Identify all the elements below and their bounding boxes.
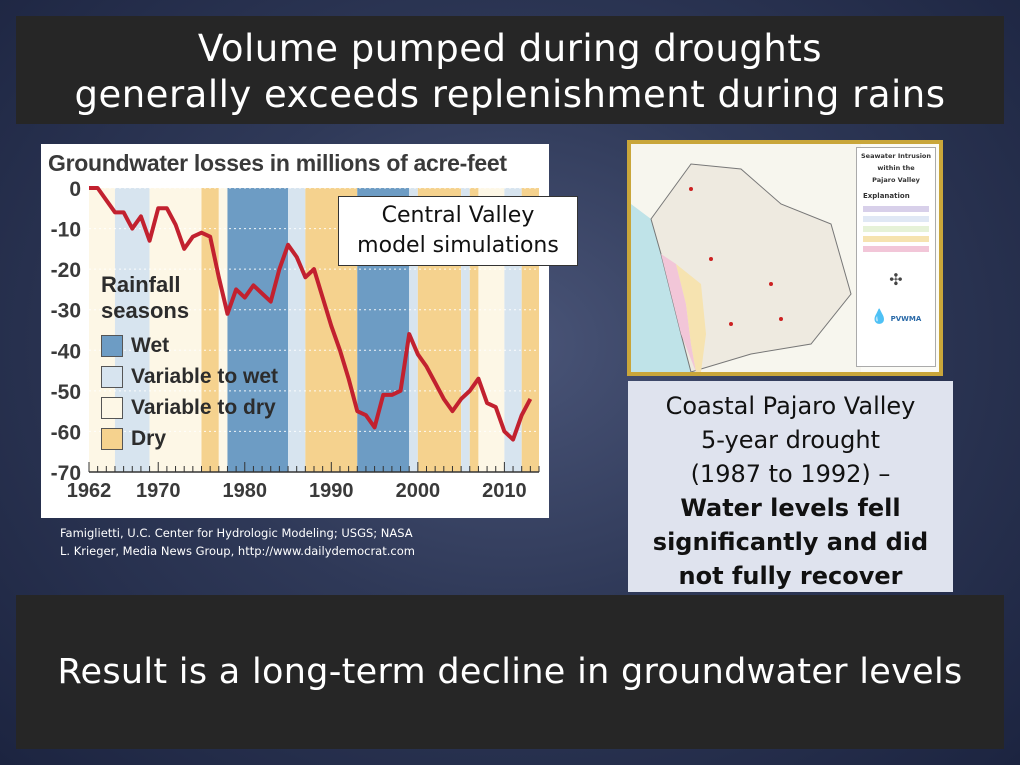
chart-callout: Central Valley model simulations	[338, 196, 578, 266]
slide-title-line1: Volume pumped during droughts	[197, 27, 823, 70]
map-legend-explanation: Explanation	[863, 192, 910, 200]
season-band	[89, 188, 115, 472]
pajaro-valley-map: Seawater Intrusion within the Pajaro Val…	[627, 140, 943, 376]
callout-line1: Central Valley	[381, 203, 535, 228]
groundwater-loss-line	[89, 186, 533, 442]
slide-title: Volume pumped during droughts generally …	[16, 16, 1004, 124]
info-bold-line2: significantly and did	[652, 528, 929, 556]
info-bold-line3: not fully recover	[678, 562, 903, 590]
legend-swatch-wet	[101, 334, 123, 357]
map-logo: 💧 PVWMA	[857, 309, 935, 325]
legend-item-variable-to-wet: Variable to wet	[101, 361, 278, 392]
slide-title-line2: generally exceeds replenishment during r…	[74, 73, 946, 116]
legend-label-variable-to-wet: Variable to wet	[131, 364, 279, 388]
legend-swatch-variable-to-dry	[101, 396, 123, 419]
legend-swatch-dry	[101, 427, 123, 450]
info-line1: Coastal Pajaro Valley	[665, 392, 916, 420]
map-legend-title-line3: Pajaro Valley	[872, 176, 920, 184]
map-legend-title-line2: within the	[877, 164, 915, 172]
map-image: Seawater Intrusion within the Pajaro Val…	[631, 144, 939, 372]
y-tick-label: -30	[51, 300, 81, 323]
credit-line1: Famiglietti, U.C. Center for Hydrologic …	[60, 526, 413, 540]
x-tick-label: 1962	[67, 480, 112, 502]
y-tick-label: -20	[51, 259, 81, 282]
y-tick-label: -10	[51, 219, 81, 242]
bottom-text: Result is a long-term decline in groundw…	[57, 652, 963, 692]
season-band	[227, 188, 289, 472]
season-band	[409, 188, 418, 472]
x-tick-label: 2010	[482, 480, 527, 502]
legend-swatch-variable-to-wet	[101, 365, 123, 388]
bottom-statement: Result is a long-term decline in groundw…	[16, 595, 1004, 749]
info-line2: 5-year drought	[700, 426, 880, 454]
season-band	[461, 188, 470, 472]
season-band	[469, 188, 479, 472]
credit-line2: L. Krieger, Media News Group, http://www…	[60, 544, 415, 558]
map-logo-text: PVWMA	[890, 315, 922, 323]
season-band	[114, 188, 150, 472]
chart-credit: Famiglietti, U.C. Center for Hydrologic …	[60, 524, 415, 560]
y-tick-label: -40	[51, 340, 81, 363]
season-band	[288, 188, 306, 472]
y-tick-label: 0	[69, 178, 81, 201]
map-legend-title-line1: Seawater Intrusion	[860, 152, 932, 160]
compass-icon: ✣	[889, 270, 903, 289]
callout-line2: model simulations	[357, 233, 559, 258]
map-drawing	[631, 144, 861, 372]
info-line3: (1987 to 1992) –	[690, 460, 891, 488]
legend-title-line2: seasons	[101, 298, 190, 323]
legend-label-variable-to-dry: Variable to dry	[131, 395, 276, 419]
legend-label-wet: Wet	[131, 333, 170, 357]
legend-item-wet: Wet	[101, 330, 278, 361]
groundwater-chart-panel: 0 -10 -20 -30 -40 -50 -60 -70 1962 1970 1980 1990 20…	[41, 144, 578, 518]
water-drop-icon: 💧	[870, 309, 889, 325]
legend-item-variable-to-dry: Variable to dry	[101, 392, 278, 423]
y-tick-label: -70	[51, 462, 81, 485]
x-tick-label: 1970	[136, 480, 181, 502]
chart-title: Groundwater losses in millions of acre-f…	[48, 150, 507, 176]
pajaro-info-box: Coastal Pajaro Valley 5-year drought (19…	[628, 381, 953, 592]
y-tick-label: -60	[51, 421, 81, 444]
legend-title-line1: Rainfall	[101, 272, 181, 297]
x-tick-label: 1980	[223, 480, 268, 502]
y-tick-label: -50	[51, 381, 81, 404]
map-legend: Seawater Intrusion within the Pajaro Val…	[856, 147, 936, 367]
legend-label-dry: Dry	[131, 426, 167, 450]
info-bold-line1: Water levels fell	[680, 494, 901, 522]
legend-item-dry: Dry	[101, 423, 278, 454]
x-tick-label: 1990	[309, 480, 354, 502]
chart-legend: Rainfall seasons Wet Variable to wet Var…	[101, 272, 278, 454]
x-tick-label: 2000	[396, 480, 441, 502]
season-band	[218, 188, 228, 472]
